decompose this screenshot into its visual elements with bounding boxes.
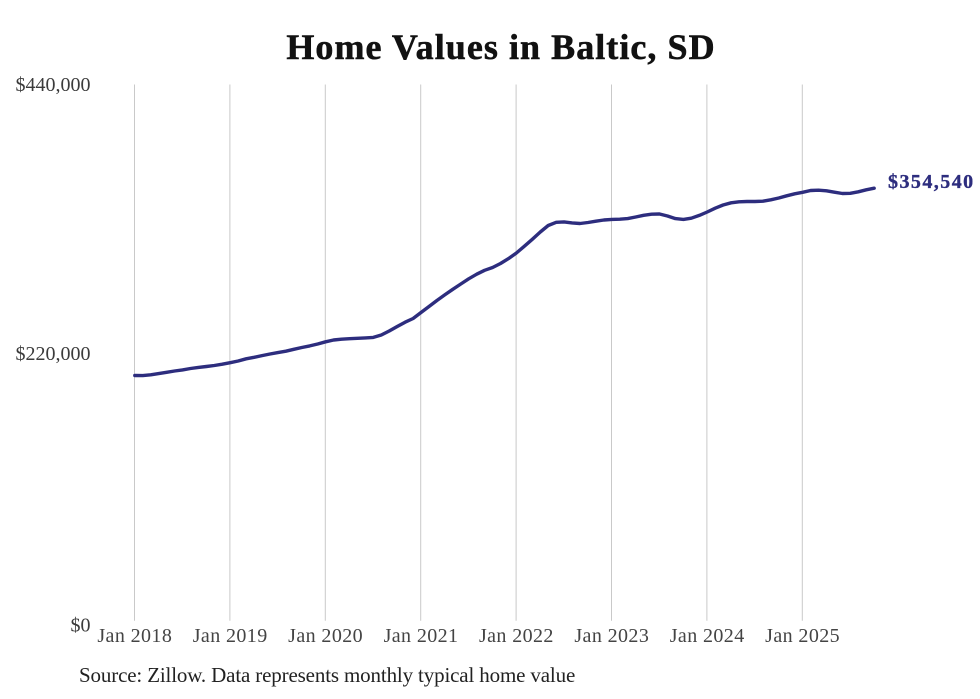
- svg-text:$440,000: $440,000: [16, 74, 91, 96]
- svg-text:$354,540: $354,540: [888, 171, 975, 193]
- svg-text:Jan 2022: Jan 2022: [479, 625, 554, 647]
- svg-text:Jan 2023: Jan 2023: [574, 625, 649, 647]
- svg-text:Jan 2019: Jan 2019: [193, 625, 268, 647]
- svg-text:Jan 2025: Jan 2025: [765, 625, 840, 647]
- svg-text:Source: Zillow. Data represent: Source: Zillow. Data represents monthly …: [79, 663, 575, 687]
- svg-text:Jan 2020: Jan 2020: [288, 625, 363, 647]
- svg-text:$0: $0: [71, 615, 91, 637]
- svg-text:Jan 2024: Jan 2024: [670, 625, 745, 647]
- svg-text:Jan 2018: Jan 2018: [97, 625, 172, 647]
- svg-text:Home Values in Baltic, SD: Home Values in Baltic, SD: [286, 27, 715, 67]
- svg-text:Jan 2021: Jan 2021: [384, 625, 459, 647]
- svg-text:$220,000: $220,000: [16, 343, 91, 365]
